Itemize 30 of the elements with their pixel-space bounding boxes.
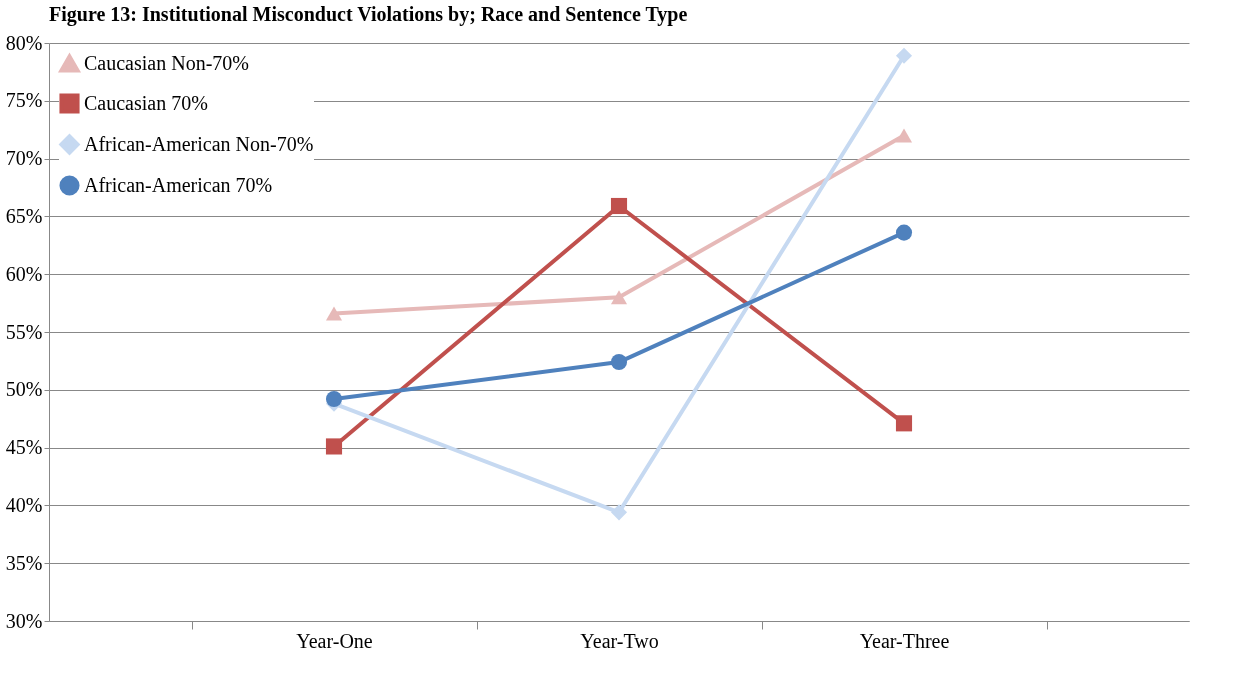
y-tick-label: 65% <box>5 204 43 227</box>
point <box>610 197 628 215</box>
legend-label: Caucasian 70% <box>84 91 208 114</box>
y-tick-label: 55% <box>5 320 43 343</box>
point <box>325 306 343 321</box>
y-tick-label: 60% <box>5 262 43 285</box>
y-tick-label: 35% <box>5 551 43 574</box>
point <box>895 415 913 432</box>
point <box>895 224 913 241</box>
point <box>610 354 628 371</box>
point <box>895 128 913 143</box>
chart-title: Figure 13: Institutional Misconduct Violations by; Race and Sentence Type <box>49 3 688 26</box>
x-tick-label: Year-Three <box>859 629 950 652</box>
point <box>610 504 628 521</box>
point <box>325 391 343 408</box>
y-tick-label: 40% <box>5 493 43 516</box>
y-tick-label: 45% <box>5 436 43 459</box>
legend-label: African-American 70% <box>84 173 273 196</box>
point <box>895 47 913 64</box>
y-tick-label: 30% <box>5 609 43 632</box>
y-tick-label: 50% <box>5 378 43 401</box>
point <box>325 438 343 455</box>
legend-label: African-American Non-70% <box>84 132 314 155</box>
point <box>610 290 628 305</box>
y-tick-label: 70% <box>5 147 43 170</box>
y-tick-label: 75% <box>5 89 43 112</box>
x-tick-label: Year-Two <box>580 629 659 652</box>
y-tick-label: 80% <box>5 31 43 54</box>
x-tick-label: Year-One <box>296 629 373 652</box>
legend-label: Caucasian Non-70% <box>84 51 249 74</box>
